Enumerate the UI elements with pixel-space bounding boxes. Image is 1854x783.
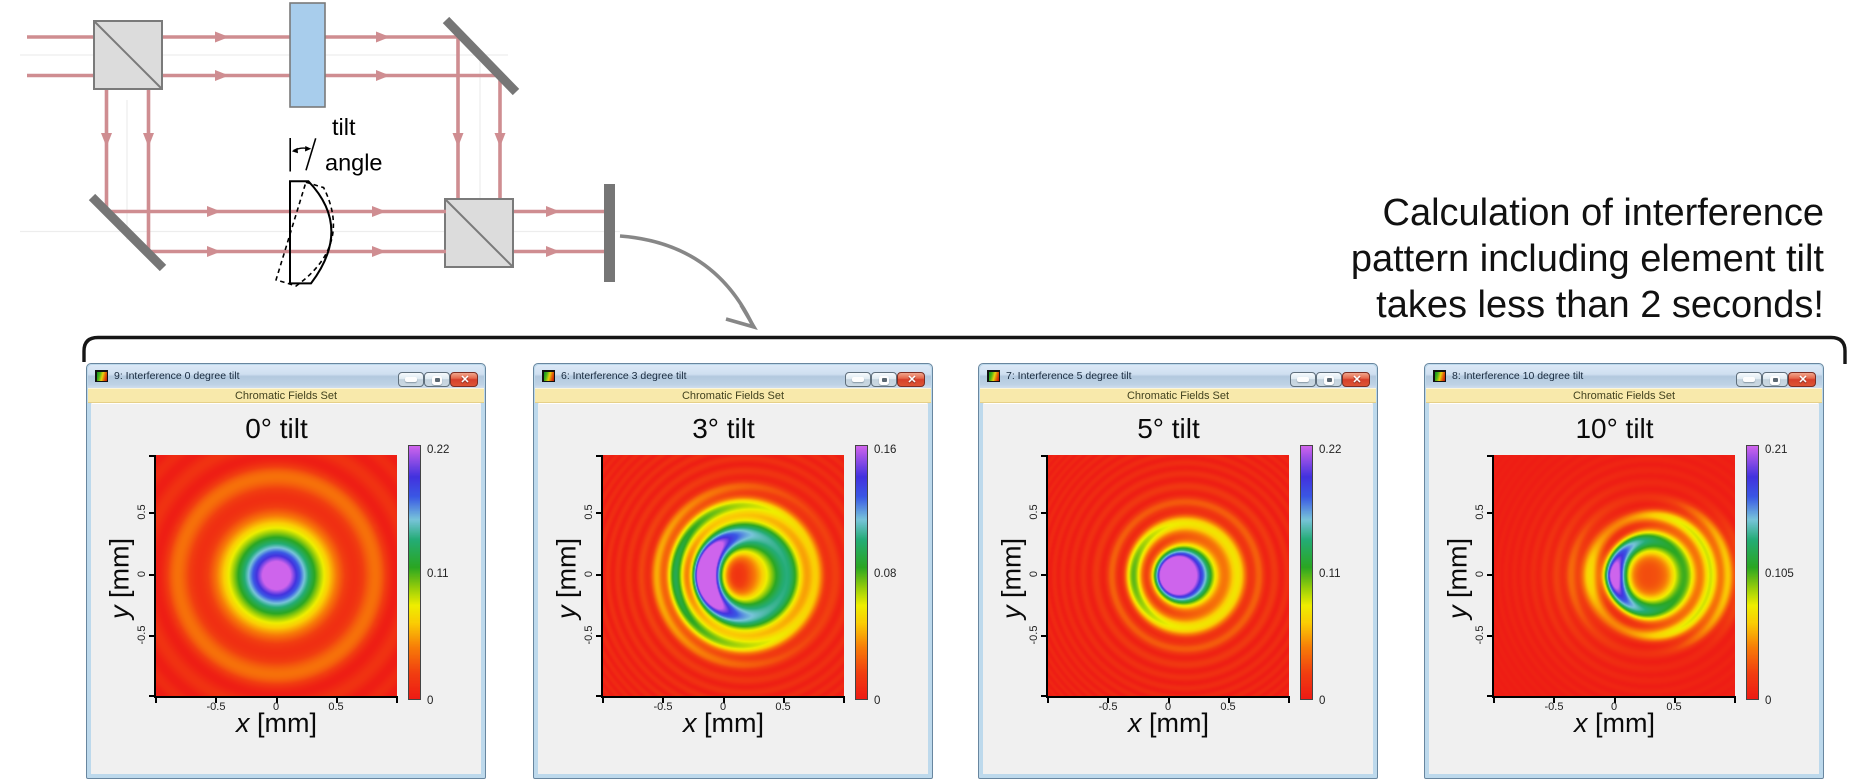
svg-text:angle: angle (325, 150, 383, 176)
svg-text:tilt: tilt (332, 114, 356, 140)
